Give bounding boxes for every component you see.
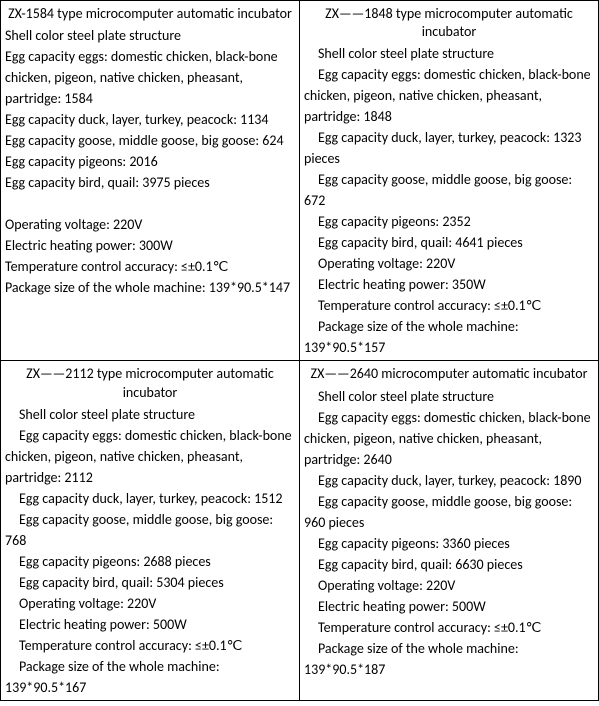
product-title: ZX——2640 microcomputer automatic incubat… (302, 363, 596, 385)
spec-line: Electric heating power: 350W (302, 274, 596, 295)
spec-line: Egg capacity eggs: domestic chicken, bla… (302, 407, 596, 470)
spec-line: Electric heating power: 500W (3, 614, 297, 635)
cell-zx-1848: ZX——1848 type microcomputer automatic in… (300, 1, 599, 361)
spec-line: Egg capacity duck, layer, turkey, peacoc… (302, 470, 596, 491)
spec-line: Egg capacity eggs: domestic chicken, bla… (3, 46, 297, 109)
spec-table: ZX-1584 type microcomputer automatic inc… (0, 0, 599, 701)
spec-line: Egg capacity goose, middle goose, big go… (3, 509, 297, 551)
spec-line: Egg capacity duck, layer, turkey, peacoc… (3, 488, 297, 509)
cell-zx-2640: ZX——2640 microcomputer automatic incubat… (300, 361, 599, 700)
product-title: ZX——2112 type microcomputer automatic in… (3, 363, 297, 403)
spec-line: Egg capacity bird, quail: 4641 pieces (302, 232, 596, 253)
spec-line: Electric heating power: 500W (302, 596, 596, 617)
spec-line: Egg capacity bird, quail: 5304 pieces (3, 572, 297, 593)
spec-line: Temperature control accuracy: ≤±0.1℃ (302, 295, 596, 316)
spec-line: Egg capacity eggs: domestic chicken, bla… (3, 425, 297, 488)
spec-line: Egg capacity pigeons: 2016 (3, 151, 297, 172)
cell-zx-2112: ZX——2112 type microcomputer automatic in… (1, 361, 300, 700)
spec-line: Package size of the whole machine: 139*9… (302, 638, 596, 680)
spec-line: Shell color steel plate structure (3, 25, 297, 46)
spec-line: Package size of the whole machine: 139*9… (3, 277, 297, 298)
spec-line: Shell color steel plate structure (302, 386, 596, 407)
spec-line: Egg capacity eggs: domestic chicken, bla… (302, 64, 596, 127)
spec-line: Shell color steel plate structure (302, 43, 596, 64)
spec-line: Temperature control accuracy: ≤±0.1℃ (3, 635, 297, 656)
spec-line: Egg capacity bird, quail: 3975 pieces (3, 172, 297, 193)
spec-line: Operating voltage: 220V (3, 593, 297, 614)
spec-line: Operating voltage: 220V (302, 575, 596, 596)
cell-zx-1584: ZX-1584 type microcomputer automatic inc… (1, 1, 300, 361)
spec-line: Package size of the whole machine: 139*9… (302, 316, 596, 358)
spec-line: Package size of the whole machine: 139*9… (3, 656, 297, 698)
spec-line: Egg capacity pigeons: 2352 (302, 211, 596, 232)
spec-line: Operating voltage: 220V (302, 253, 596, 274)
spec-line: Electric heating power: 300W (3, 235, 297, 256)
spec-line: Egg capacity goose, middle goose, big go… (302, 169, 596, 211)
spec-line: Egg capacity pigeons: 3360 pieces (302, 533, 596, 554)
spec-line: Egg capacity pigeons: 2688 pieces (3, 551, 297, 572)
spec-line: Egg capacity goose, middle goose, big go… (302, 491, 596, 533)
spec-line: Egg capacity bird, quail: 6630 pieces (302, 554, 596, 575)
spec-line: Shell color steel plate structure (3, 404, 297, 425)
spec-line: Egg capacity duck, layer, turkey, peacoc… (302, 127, 596, 169)
spec-line: Operating voltage: 220V (3, 214, 297, 235)
spec-line: Temperature control accuracy: ≤±0.1℃ (302, 617, 596, 638)
spec-line (3, 193, 297, 214)
product-title: ZX-1584 type microcomputer automatic inc… (3, 3, 297, 25)
spec-line: Temperature control accuracy: ≤±0.1℃ (3, 256, 297, 277)
spec-line: Egg capacity duck, layer, turkey, peacoc… (3, 109, 297, 130)
product-title: ZX——1848 type microcomputer automatic in… (302, 3, 596, 43)
spec-line: Egg capacity goose, middle goose, big go… (3, 130, 297, 151)
